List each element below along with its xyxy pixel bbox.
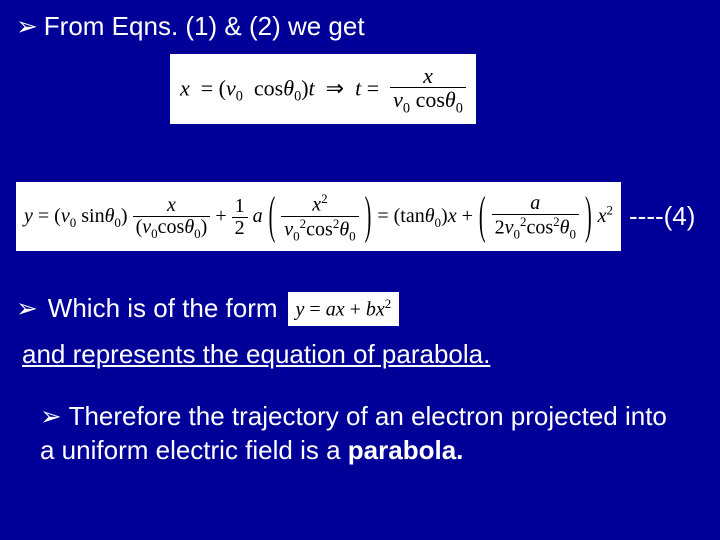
eq1-frac: x ν0 cosθ0 — [390, 64, 466, 116]
e2half: 1 2 — [232, 196, 248, 239]
e2v1: ν — [61, 205, 70, 227]
e2v2: ν — [142, 216, 151, 238]
e2c3: cos — [526, 217, 553, 239]
e2t4: θ — [425, 205, 435, 227]
eq1-cos: cos — [254, 75, 283, 100]
e2t5: θ — [560, 217, 570, 239]
eq1-th: θ — [283, 75, 294, 100]
e3a: a — [326, 299, 336, 321]
eq1-imp: ⇒ — [326, 75, 344, 100]
equation-tag-4: ----(4) — [629, 201, 695, 232]
bullet-icon: ➢ — [16, 292, 38, 326]
e2x1: x — [167, 194, 176, 216]
bullet-line-5: ➢ Therefore the trajectory of an electro… — [40, 400, 680, 468]
eq1-x: x — [180, 75, 190, 100]
eq1-vsub: 0 — [236, 89, 243, 105]
equation-1: x = (ν0 cosθ0)t ⇒ t = x ν0 cosθ0 — [170, 54, 476, 124]
e2x2n: x — [312, 194, 321, 216]
e2a2: a — [530, 192, 540, 214]
line4-text: and represents the equation of parabola. — [22, 338, 490, 372]
e2t3: θ — [339, 218, 349, 240]
e2hn: 1 — [232, 196, 248, 218]
e2f3: a 2ν02cos2θ0 — [492, 193, 579, 241]
eq1-dvs: 0 — [403, 100, 410, 116]
eq1-v: ν — [226, 75, 236, 100]
e2t1: θ — [105, 205, 115, 227]
bullet-line-3: ➢ Which is of the form y = ax + bx2 — [16, 292, 399, 326]
equation-2: y = (ν0 sinθ0) x (ν0cosθ0) + 1 2 a ( x2 … — [16, 182, 621, 251]
e2t2: θ — [184, 216, 194, 238]
e3x2: x — [376, 299, 385, 321]
e3x1: x — [336, 299, 345, 321]
e2x3: x — [448, 205, 457, 227]
e2c2: cos — [306, 218, 333, 240]
e3y: y — [296, 299, 305, 321]
bullet-icon: ➢ — [40, 401, 62, 431]
equation-3: y = ax + bx2 — [288, 292, 400, 326]
bullet-icon: ➢ — [16, 10, 38, 44]
e2x4: x — [598, 205, 607, 227]
bullet-line-1: ➢ From Eqns. (1) & (2) we get — [16, 10, 365, 44]
e2y: y — [24, 205, 33, 227]
e2two: 2 — [495, 217, 505, 239]
eq1-t: t — [309, 75, 315, 100]
line1-text: From Eqns. (1) & (2) we get — [44, 10, 365, 44]
e2tan: tan — [400, 205, 424, 227]
line3-text: Which is of the form — [48, 292, 278, 326]
line5-bold: parabola. — [348, 435, 464, 465]
eq1-dv: ν — [393, 87, 403, 112]
e3sq: 2 — [385, 296, 392, 311]
eq1-dc: cos — [416, 87, 445, 112]
e2hd: 2 — [232, 218, 248, 239]
e3p: + — [350, 299, 361, 321]
e2f2: x2 ν02cos2θ0 — [281, 192, 358, 243]
equation-2-row: y = (ν0 sinθ0) x (ν0cosθ0) + 1 2 a ( x2 … — [16, 182, 695, 251]
e2v3: ν — [284, 218, 293, 240]
eq1-num: x — [423, 63, 433, 88]
e2a1: a — [253, 205, 263, 227]
eq1-dt: θ — [445, 87, 456, 112]
e3b: b — [366, 299, 376, 321]
e2sin: sin — [81, 205, 104, 227]
e2c1: cos — [158, 216, 185, 238]
e2f1: x (ν0cosθ0) — [133, 195, 211, 241]
eq1-dts: 0 — [456, 100, 463, 116]
